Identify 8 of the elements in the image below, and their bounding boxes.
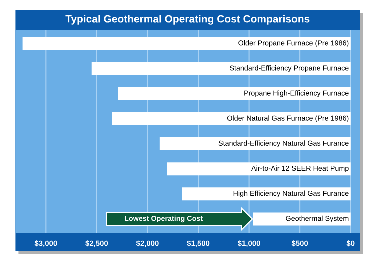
bar	[167, 162, 351, 176]
bar	[92, 62, 351, 76]
bar	[112, 112, 351, 126]
bar	[160, 138, 351, 151]
chart-title: Typical Geothermal Operating Cost Comparisons	[66, 15, 310, 25]
bar	[22, 37, 351, 50]
bar	[182, 188, 351, 201]
bar	[118, 87, 351, 100]
